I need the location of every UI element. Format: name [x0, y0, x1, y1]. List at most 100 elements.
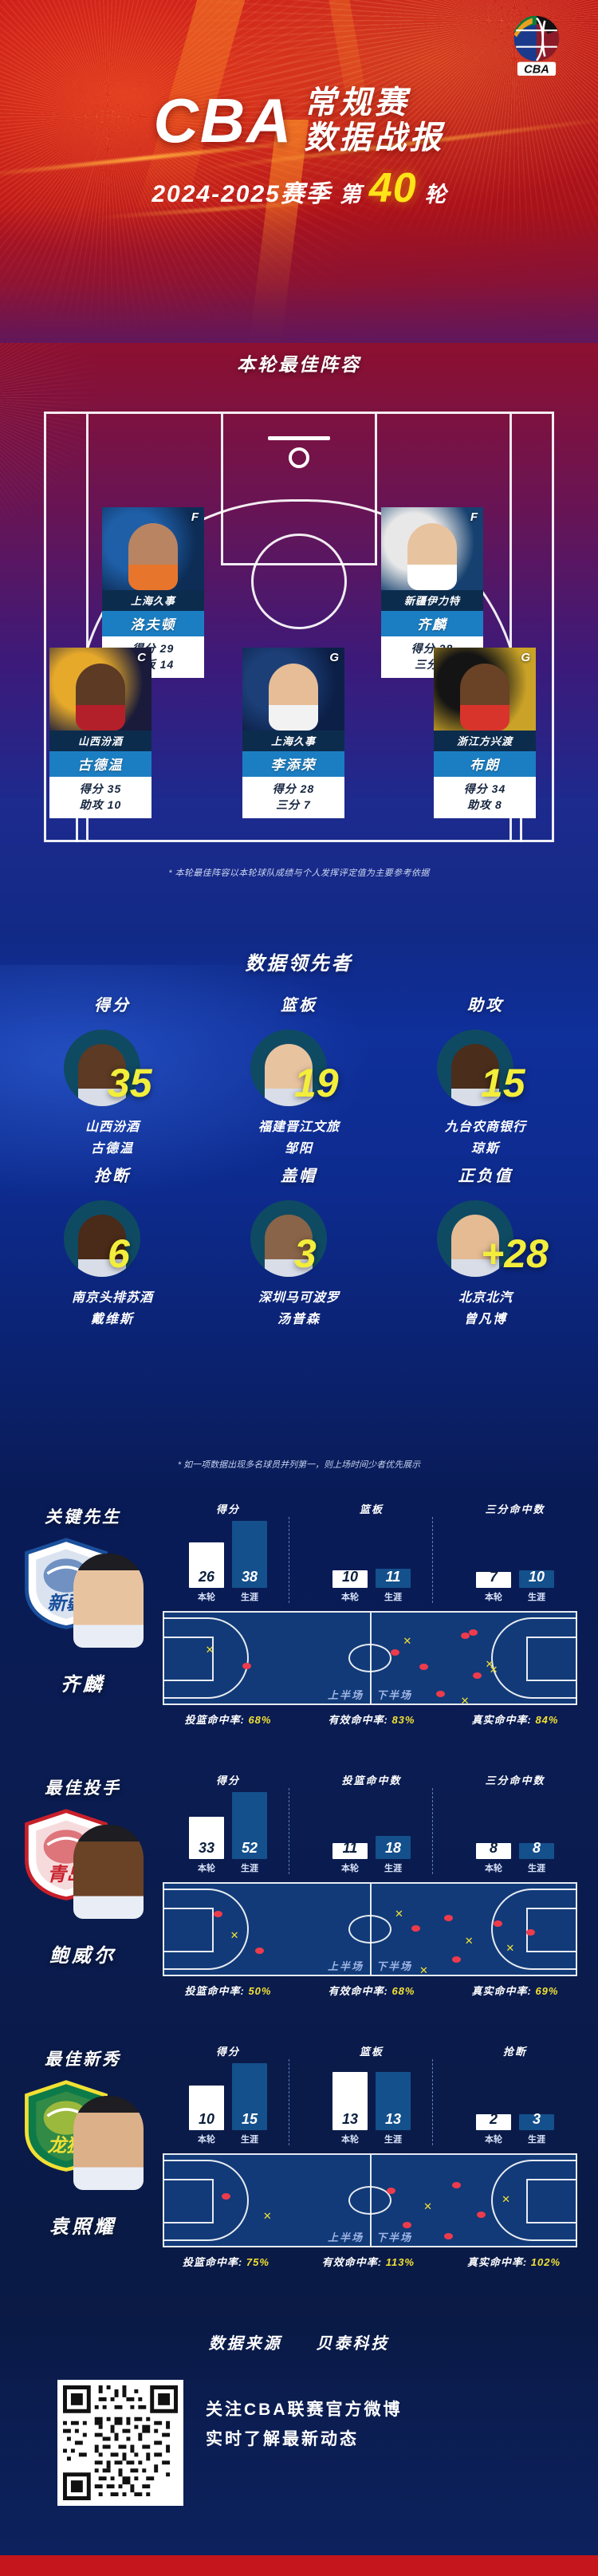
leader-name: 戴维斯 — [90, 1313, 134, 1326]
player-stat-2: 三分 7 — [276, 798, 311, 812]
court-backboard — [268, 436, 330, 440]
leader-cell[interactable]: 助攻 15 九台农商银行 琼斯 — [406, 992, 565, 1156]
percentages-row: 投篮命中率: 50% 有效命中率: 68% 真实命中率: 69% — [156, 1983, 587, 1998]
bar-label-career: 生涯 — [528, 2135, 545, 2145]
data-source-name: 贝泰科技 — [316, 2335, 390, 2353]
shotchart-arc-right — [491, 2160, 577, 2241]
shot-missed-marker: ✕ — [506, 1942, 515, 1955]
player-head — [460, 664, 509, 731]
shotchart-key-left — [164, 1908, 214, 1952]
bar-pair: 26 38 — [168, 1519, 288, 1588]
leader-portrait-row: +28 — [406, 1194, 565, 1283]
shotchart-arc-left — [163, 1617, 249, 1699]
cta-line-1: 关注CBA联赛官方微博 — [206, 2401, 403, 2419]
leader-face — [451, 1044, 499, 1106]
footer-red-bar — [0, 2555, 598, 2576]
bar-label-career: 生涯 — [528, 1593, 545, 1602]
leader-cell[interactable]: 抢断 6 南京头排苏酒 戴维斯 — [33, 1163, 192, 1327]
shooting-percentage: 有效命中率: 83% — [328, 1714, 415, 1726]
lineup-player-card[interactable]: G 浙江方兴渡 布朗 得分 34 助攻 8 — [434, 648, 536, 818]
half-label-first: 上半场 — [327, 2231, 364, 2243]
shot-missed-marker: ✕ — [262, 2209, 272, 2222]
leader-cell[interactable]: 得分 35 山西汾酒 古德温 — [33, 992, 192, 1156]
shotchart-arc-left — [163, 1889, 249, 1970]
stat-group-label: 得分 — [215, 2046, 240, 2058]
bar-chart: 得分 26 38 本轮 生涯 篮板 10 11 本轮 生涯 三分命中数 7 10 本轮 生涯 — [156, 1501, 587, 1606]
leader-avatar — [64, 1030, 140, 1106]
shooting-percentage: 投篮命中率: 75% — [182, 2256, 269, 2268]
leader-value: 15 — [481, 1061, 525, 1105]
percentage-value: 50% — [248, 1985, 272, 1997]
bar-current-round: 13 — [332, 2072, 368, 2130]
player-head — [128, 523, 178, 590]
leader-cell[interactable]: 盖帽 3 深圳马可波罗 汤普森 — [219, 1163, 379, 1327]
leader-team: 福建晋江文旅 — [258, 1121, 340, 1134]
player-position: C — [137, 651, 146, 664]
shot-missed-marker: ✕ — [205, 1644, 214, 1656]
leader-portrait-row: 3 — [219, 1194, 379, 1283]
court-lane-right — [509, 414, 512, 840]
feature-logo-wrap: 青岛 — [19, 1802, 147, 1938]
leader-team: 山西汾酒 — [85, 1121, 140, 1134]
bar-pair: 10 15 — [168, 2062, 288, 2130]
leader-portrait-row: 15 — [406, 1023, 565, 1113]
lineup-footnote: * 本轮最佳阵容以本轮球队成绩与个人发挥评定值为主要参考依据 — [168, 869, 430, 878]
qr-code-icon — [63, 2385, 178, 2500]
shooting-percentage: 有效命中率: 68% — [328, 1985, 415, 1997]
leader-value: 19 — [294, 1061, 339, 1105]
leader-name: 邹阳 — [284, 1142, 313, 1156]
lineup-player-card[interactable]: C 山西汾酒 古德温 得分 35 助攻 10 — [49, 648, 151, 818]
shot-chart: ✕ ✕ ✕ ✕ ✕ 上半场 下半场 — [163, 1882, 577, 1976]
bar-labels: 本轮 生涯 — [168, 1590, 288, 1603]
shooting-percentage: 有效命中率: 113% — [321, 2256, 415, 2268]
bar-current-round: 8 — [476, 1840, 511, 1859]
percentage-value: 113% — [385, 2256, 415, 2268]
leader-face — [451, 1215, 499, 1277]
leader-cell[interactable]: 篮板 19 福建晋江文旅 邹阳 — [219, 992, 379, 1156]
player-position: F — [470, 510, 478, 524]
leader-name: 汤普森 — [277, 1313, 321, 1326]
title-line1: 常规赛 — [304, 85, 410, 120]
percentage-value: 68% — [391, 1985, 415, 1997]
shotchart-arc-right — [491, 1617, 577, 1699]
feature-player-name: 袁照耀 — [49, 2216, 116, 2238]
stat-group-label: 三分命中数 — [485, 1774, 545, 1786]
leader-avatar — [437, 1200, 513, 1277]
player-stat-2: 助攻 10 — [79, 798, 122, 812]
half-label-second: 下半场 — [376, 2231, 413, 2243]
feature-panel: 最佳新秀 龙狮 袁照耀 得分 10 15 本轮 生涯 篮板 13 13 本轮 生涯 抢断 2 3 本轮 生涯 ✕ ✕ ✕… — [0, 2038, 598, 2302]
shotchart-center-circle — [348, 1915, 391, 1944]
bar-label-current: 本轮 — [341, 1593, 359, 1602]
half-label-second: 下半场 — [376, 1960, 413, 1972]
shooting-percentage: 投篮命中率: 68% — [184, 1714, 272, 1726]
shot-made-marker — [477, 2211, 486, 2218]
stat-group: 抢断 2 3 本轮 生涯 — [455, 2043, 575, 2149]
leader-cell[interactable]: 正负值 +28 北京北汽 曾凡博 — [406, 1163, 565, 1327]
bar-label-current: 本轮 — [198, 2135, 215, 2145]
shooting-percentage: 真实命中率: 102% — [466, 2256, 561, 2268]
shot-made-marker — [403, 2222, 412, 2229]
bar-labels: 本轮 生涯 — [168, 2133, 288, 2145]
bar-chart: 得分 33 52 本轮 生涯 投篮命中数 11 18 本轮 生涯 三分命中数 8 8 本轮 生涯 — [156, 1772, 587, 1877]
shot-made-marker — [242, 1662, 252, 1669]
stat-group: 三分命中数 7 10 本轮 生涯 — [455, 1501, 575, 1606]
stat-group: 篮板 13 13 本轮 生涯 — [312, 2043, 433, 2149]
bar-current-round: 33 — [189, 1817, 224, 1859]
shotchart-center-circle — [348, 1644, 391, 1672]
shot-made-marker — [411, 1925, 420, 1932]
lineup-player-card[interactable]: F 新疆伊力特 齐麟 得分 28 三分 7 — [381, 507, 483, 678]
stat-group-label: 篮板 — [359, 1503, 384, 1515]
lineup-player-card[interactable]: G 上海久事 李添荣 得分 28 三分 7 — [242, 648, 344, 818]
player-head — [76, 664, 125, 731]
bar-career: 15 — [232, 2063, 267, 2130]
shot-missed-marker: ✕ — [489, 1664, 498, 1676]
leader-face — [265, 1215, 313, 1277]
bar-label-career: 生涯 — [384, 1864, 402, 1873]
percentage-value: 75% — [246, 2256, 269, 2268]
leaders-section-title: 数据领先者 — [245, 953, 353, 975]
svg-text:CBA: CBA — [524, 63, 549, 76]
percentages-row: 投篮命中率: 75% 有效命中率: 113% 真实命中率: 102% — [156, 2254, 587, 2269]
qr-code[interactable] — [57, 2380, 183, 2506]
bar-label-career: 生涯 — [241, 1593, 258, 1602]
stat-group-label: 抢断 — [502, 2046, 527, 2058]
